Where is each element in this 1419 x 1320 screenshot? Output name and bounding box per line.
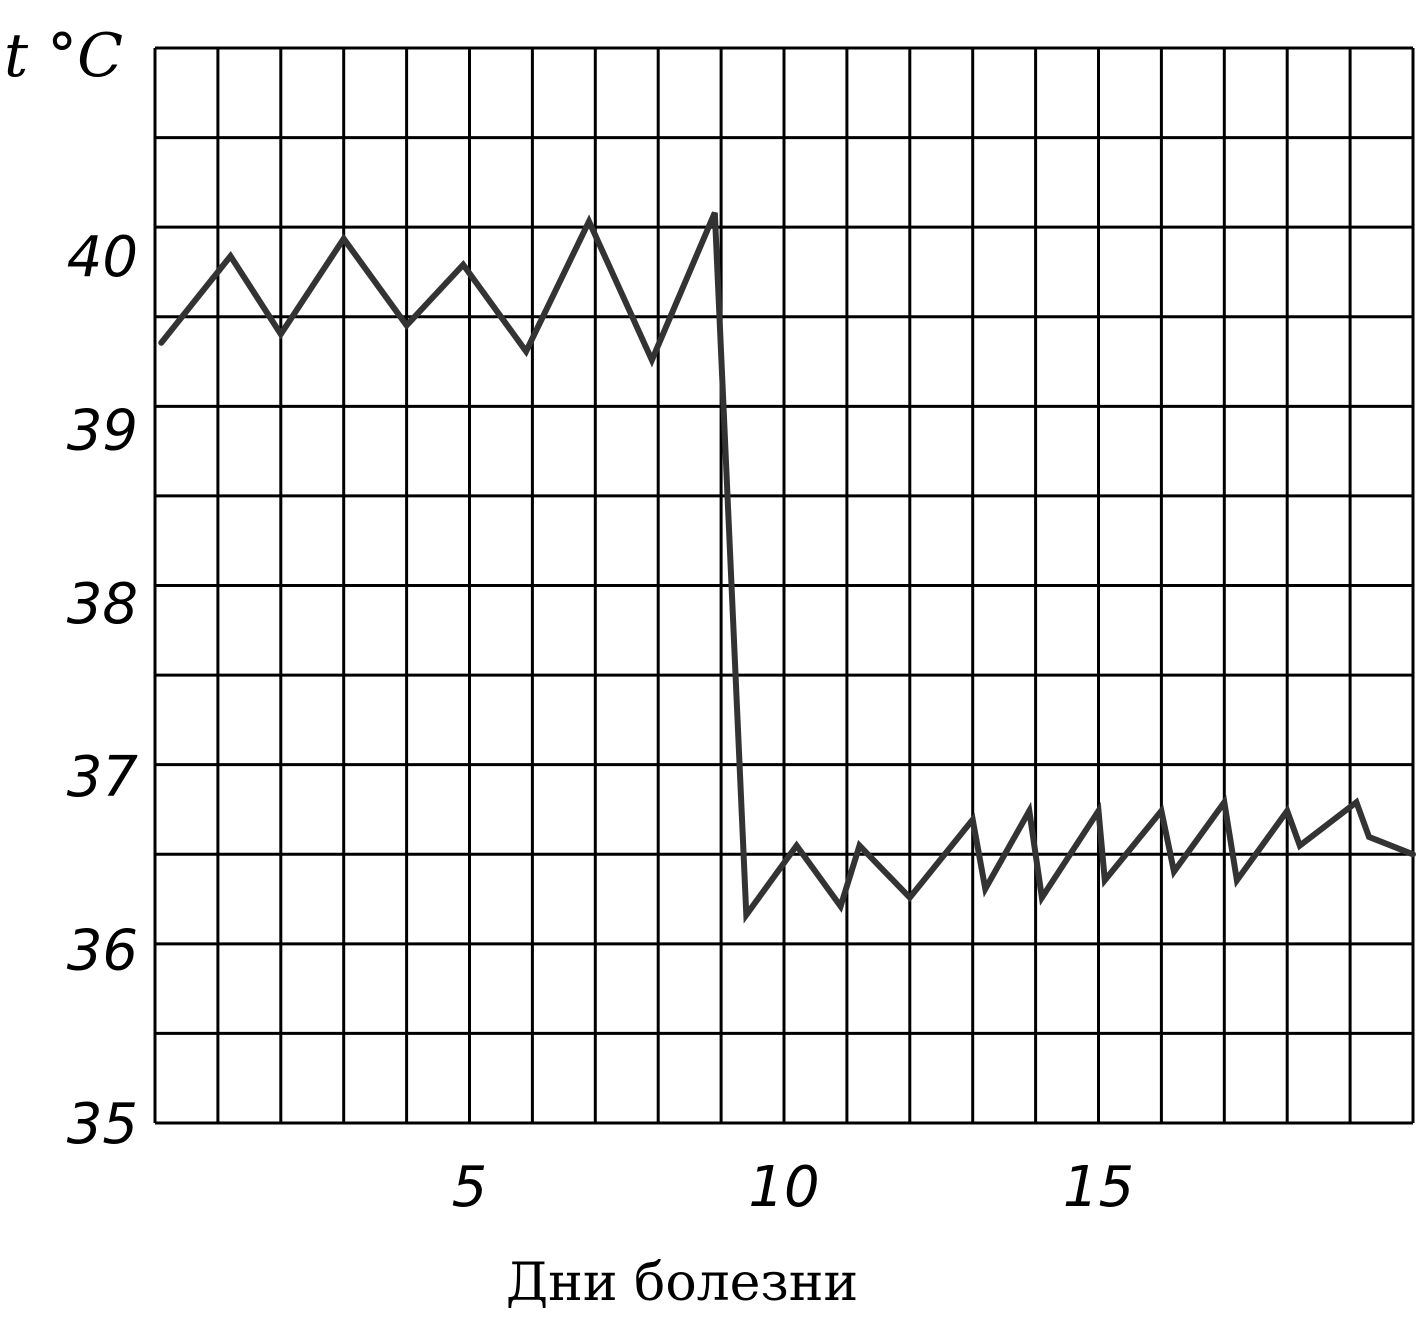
y-axis-title: t °C — [4, 21, 123, 91]
y-tick-label: 35 — [67, 1092, 138, 1157]
temperature-line — [158, 211, 1416, 924]
x-axis-title: Дни болезни — [506, 1253, 858, 1313]
x-tick-labels: 5 10 15 — [452, 1155, 1134, 1220]
y-tick-label: 37 — [67, 745, 139, 810]
y-tick-label: 40 — [67, 225, 138, 290]
y-tick-label: 38 — [67, 572, 138, 637]
x-tick-label: 15 — [1063, 1155, 1134, 1220]
x-tick-label: 10 — [748, 1155, 819, 1220]
y-tick-labels: 35 36 37 38 39 40 — [67, 225, 139, 1157]
series-layer — [158, 211, 1416, 924]
y-tick-label: 36 — [67, 919, 138, 984]
chart-grid — [153, 46, 1415, 1125]
y-tick-label: 39 — [67, 398, 138, 463]
x-tick-label: 5 — [452, 1155, 488, 1220]
